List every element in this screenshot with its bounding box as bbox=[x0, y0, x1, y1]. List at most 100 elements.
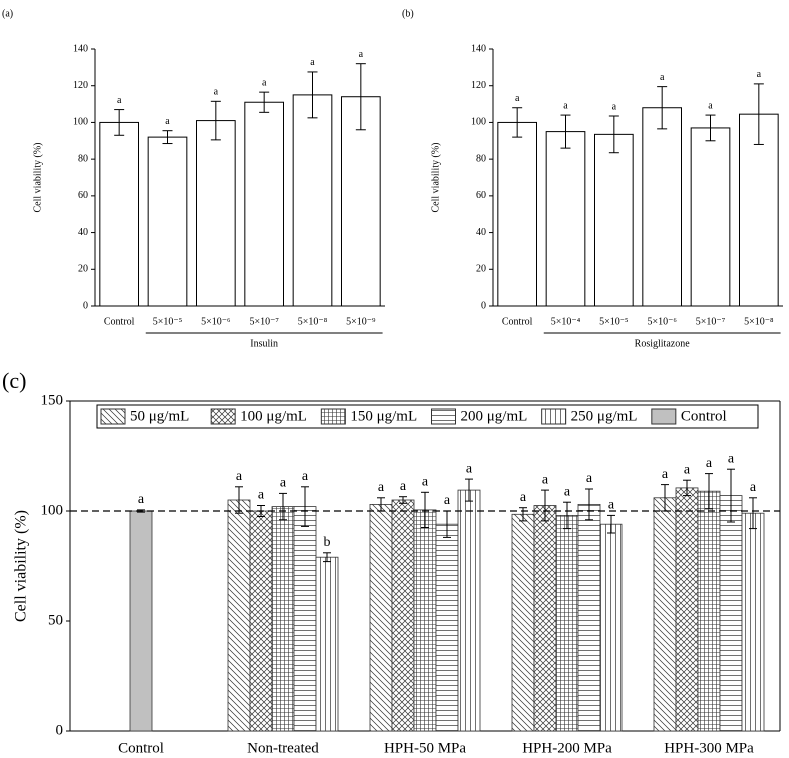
bar bbox=[129, 510, 153, 732]
y-tick-label: 0 bbox=[481, 300, 486, 311]
bar bbox=[413, 509, 437, 732]
significance-label: a bbox=[258, 488, 265, 503]
x-tick-label: HPH-200 MPa bbox=[522, 740, 612, 756]
y-axis-label: Cell viability (%) bbox=[32, 143, 43, 213]
y-tick-label: 100 bbox=[73, 117, 88, 128]
significance-label: a bbox=[466, 461, 473, 476]
significance-label: a bbox=[378, 480, 385, 495]
y-tick-label: 20 bbox=[476, 264, 486, 275]
y-tick-label: 120 bbox=[73, 80, 88, 91]
bar bbox=[697, 490, 721, 732]
bar bbox=[653, 497, 677, 732]
legend-label: 200 μg/mL bbox=[461, 408, 528, 424]
bar bbox=[147, 136, 188, 307]
bar bbox=[271, 506, 295, 732]
chart-panel: (a) 0 20 40 60 80 100 120 140 Cell viability (%) a… bbox=[2, 8, 385, 349]
significance-label: a bbox=[138, 492, 145, 507]
group-label: Insulin bbox=[250, 338, 278, 349]
significance-label: a bbox=[165, 116, 170, 127]
x-tick-label: Control bbox=[502, 316, 533, 327]
bar bbox=[511, 513, 535, 732]
y-tick-label: 80 bbox=[476, 153, 486, 164]
significance-label: a bbox=[660, 72, 665, 83]
x-tick-label: 5×10⁻⁷ bbox=[696, 316, 726, 327]
x-tick-label: 5×10⁻⁸ bbox=[744, 316, 774, 327]
x-tick-label: Control bbox=[118, 740, 164, 756]
significance-label: a bbox=[563, 100, 568, 111]
legend-label: 50 μg/mL bbox=[130, 408, 189, 424]
panel-label: (b) bbox=[402, 8, 414, 19]
bar bbox=[315, 556, 339, 732]
y-tick-label: 120 bbox=[471, 80, 486, 91]
y-tick-label: 50 bbox=[48, 612, 63, 628]
bar bbox=[391, 499, 415, 732]
significance-label: a bbox=[444, 493, 451, 508]
chart-panel: (c) 0 50 100 150 Cell viability (%) Control a No… bbox=[2, 368, 781, 756]
significance-label: a bbox=[214, 87, 219, 98]
bar bbox=[690, 127, 731, 307]
y-tick-label: 20 bbox=[78, 264, 88, 275]
bar bbox=[675, 487, 699, 732]
panel-label: (a) bbox=[2, 8, 13, 19]
legend-label: Control bbox=[681, 408, 727, 424]
x-tick-label: 5×10⁻⁴ bbox=[551, 316, 581, 327]
significance-label: a bbox=[684, 462, 691, 477]
significance-label: a bbox=[310, 57, 315, 68]
bar bbox=[293, 506, 317, 732]
y-tick-label: 40 bbox=[78, 227, 88, 238]
x-tick-label: 5×10⁻⁵ bbox=[153, 316, 182, 327]
legend-label: 100 μg/mL bbox=[240, 408, 307, 424]
bar bbox=[369, 503, 393, 732]
bar bbox=[555, 515, 579, 732]
x-tick-label: HPH-300 MPa bbox=[664, 740, 754, 756]
y-tick-label: 140 bbox=[471, 43, 486, 54]
y-tick-label: 100 bbox=[471, 117, 486, 128]
x-tick-label: Control bbox=[104, 316, 135, 327]
significance-label: a bbox=[564, 484, 571, 499]
significance-label: a bbox=[757, 69, 762, 80]
bar bbox=[227, 499, 251, 732]
significance-label: a bbox=[280, 476, 287, 491]
bar bbox=[497, 121, 538, 307]
bar bbox=[533, 505, 557, 732]
group-label: Rosiglitazone bbox=[635, 338, 691, 349]
significance-label: a bbox=[708, 100, 713, 111]
legend-swatch bbox=[541, 408, 567, 425]
legend-swatch bbox=[651, 408, 677, 425]
bar bbox=[545, 131, 586, 307]
significance-label: a bbox=[117, 95, 122, 106]
legend-label: 150 μg/mL bbox=[350, 408, 417, 424]
y-axis-label: Cell viability (%) bbox=[13, 510, 30, 622]
significance-label: a bbox=[262, 77, 267, 88]
bar bbox=[599, 523, 623, 732]
significance-label: a bbox=[542, 472, 549, 487]
bar bbox=[577, 503, 601, 732]
y-tick-label: 140 bbox=[73, 43, 88, 54]
bar bbox=[719, 495, 743, 732]
x-tick-label: 5×10⁻⁶ bbox=[201, 316, 231, 327]
significance-label: a bbox=[520, 490, 527, 505]
legend-swatch bbox=[320, 408, 346, 425]
legend-box bbox=[96, 404, 759, 429]
significance-label: a bbox=[400, 479, 407, 494]
y-tick-label: 60 bbox=[476, 190, 486, 201]
significance-label: a bbox=[302, 469, 309, 484]
significance-label: a bbox=[728, 451, 735, 466]
significance-label: a bbox=[515, 93, 520, 104]
legend: 50 μg/mL 100 μg/mL 150 μg/mL 200 μg/mL 250 μ… bbox=[96, 404, 759, 429]
y-tick-label: 80 bbox=[78, 153, 88, 164]
y-tick-label: 0 bbox=[56, 722, 64, 738]
significance-label: a bbox=[359, 49, 364, 60]
bar bbox=[249, 510, 273, 732]
bar bbox=[99, 121, 140, 307]
significance-label: b bbox=[324, 535, 331, 550]
y-tick-label: 40 bbox=[476, 227, 486, 238]
legend-swatch bbox=[100, 408, 126, 425]
y-tick-label: 0 bbox=[83, 300, 88, 311]
significance-label: a bbox=[608, 498, 615, 513]
panel-label: (c) bbox=[2, 368, 26, 393]
bar bbox=[642, 107, 682, 307]
x-tick-label: Non-treated bbox=[247, 740, 319, 756]
significance-label: a bbox=[586, 471, 593, 486]
